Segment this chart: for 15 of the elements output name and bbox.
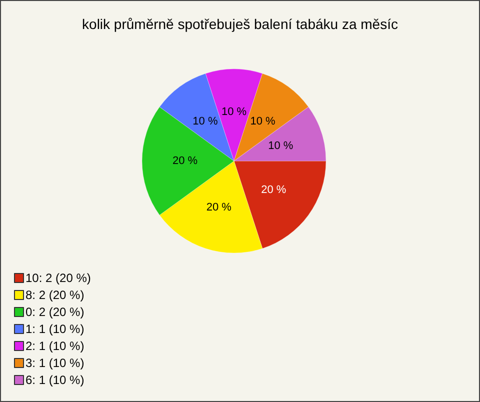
data-label: 10 % xyxy=(250,115,276,128)
legend-label: 0: 2 (20 %) xyxy=(26,305,84,319)
data-label: 10 % xyxy=(268,140,294,152)
legend-label: 8: 2 (20 %) xyxy=(26,288,84,302)
legend-label: 2: 1 (10 %) xyxy=(26,339,84,353)
legend-label: 10: 2 (20 %) xyxy=(26,271,91,285)
data-label: 10 % xyxy=(192,115,218,128)
legend-label: 3: 1 (10 %) xyxy=(26,356,84,370)
data-label: 20 % xyxy=(206,202,232,214)
data-label: 20 % xyxy=(172,155,198,167)
data-label: 20 % xyxy=(261,184,286,196)
data-label: 10 % xyxy=(221,106,247,118)
chart-title: kolik průměrně spotřebuješ balení tabáku za měsíc xyxy=(82,16,398,32)
legend-label: 1: 1 (10 %) xyxy=(26,322,84,336)
legend-label: 6: 1 (10 %) xyxy=(26,373,84,387)
